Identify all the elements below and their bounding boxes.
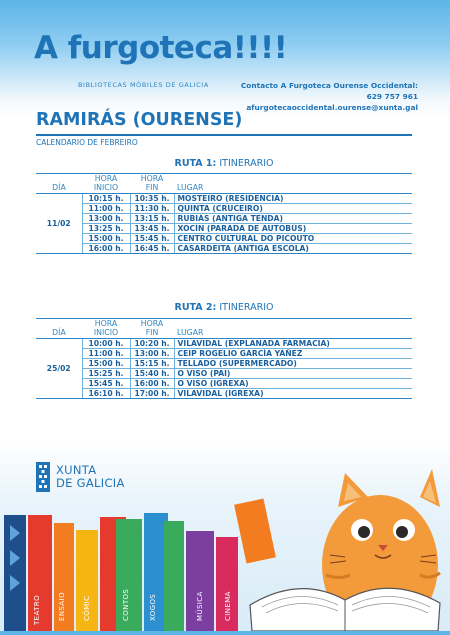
table-row: 13:25 h. 13:45 h. XOCÍN (PARADA DE AUTOBÚS… [36,223,412,234]
table-row: 25/02 10:00 h. 10:20 h. VILAVIDAL (EXPLANAD… [36,338,412,399]
column-end-line2: FIN [145,327,159,337]
table-row: 16:00 h. 16:45 h. CASARDEITA (ANTIGA ESCOL… [36,243,412,254]
book-label-ensaio: ENSAIO [58,592,66,621]
xunta-line1: XUNTA [56,463,97,477]
place-cell: MOSTEIRO (RESIDENCIA) [173,193,412,204]
column-start-line2: INICIO [93,327,119,337]
end-time: 10:35 h. [129,193,174,204]
book-label-xogos: XOGOS [149,593,157,621]
start-time: 15:25 h. [81,368,130,379]
place-cell: CASARDEITA (ANTIGA ESCOLA) [173,243,412,254]
start-time: 16:10 h. [81,388,130,399]
contact-email[interactable]: afurgotecaoccidental.ourense@xunta.gal [246,103,418,112]
column-end: HORA FIN [130,318,174,339]
route-2-title-rest: ITINERARIO [216,302,274,313]
place-cell: CENTRO CULTURAL DO PICOUTO [173,233,412,244]
route-2-title: RUTA 2: ITINERARIO [36,302,412,313]
day-cell: 11/02 [36,193,82,254]
place-cell: O VISO (PAI) [173,368,412,379]
table-row: 11/02 10:15 h. 10:35 h. MOSTEIRO (RESIDENCI… [36,193,412,254]
end-time: 13:00 h. [129,348,174,359]
start-time: 15:00 h. [81,233,130,244]
start-time: 10:00 h. [81,338,130,349]
table-row: 11:00 h. 11:30 h. QUINTA (CRUCEIRO) [36,203,412,214]
start-time: 10:15 h. [81,193,130,204]
xunta-logo: XUNTA DE GALICIA [36,462,125,492]
end-time: 15:15 h. [129,358,174,369]
column-day: DÍA [36,173,82,194]
column-day: DÍA [36,318,82,339]
end-time: 15:40 h. [129,368,174,379]
book-label-comic: CÓMIC [83,595,91,621]
book-label-teatro: TEATRO [33,595,41,625]
route-1-title-bold: RUTA 1: [174,158,217,169]
route-2-table: DÍA HORA INICIO HORA FIN LUGAR 25/02 10:00 … [36,318,412,399]
place-cell: VILAVIDAL (IGREXA) [173,388,412,399]
end-time: 10:20 h. [129,338,174,349]
contact-block: Contacto A Furgoteca Ourense Occidental:… [241,80,418,113]
start-time: 16:00 h. [81,243,130,254]
book-label-cinema: CINEMA [224,591,232,621]
route-2-title-bold: RUTA 2: [174,302,217,313]
xunta-crest-icon [36,462,50,492]
column-end: HORA FIN [130,173,174,194]
end-time: 16:45 h. [129,243,174,254]
start-time: 15:00 h. [81,358,130,369]
xunta-line2: DE GALICIA [56,476,125,490]
end-time: 17:00 h. [129,388,174,399]
place-cell: O VISO (IGREXA) [173,378,412,389]
place-cell: XOCÍN (PARADA DE AUTOBÚS) [173,223,412,234]
title-divider [36,134,412,136]
contact-phone[interactable]: 629 757 961 [366,92,418,101]
route-1-title-rest: ITINERARIO [216,158,274,169]
column-start-line1: HORA [94,319,118,328]
table-header-row: DÍA HORA INICIO HORA FIN LUGAR [36,318,412,339]
start-time: 13:25 h. [81,223,130,234]
brand-title: A furgoteca!!!! [34,30,288,66]
calendar-label: CALENDARIO DE FEBREIRO [36,138,138,147]
table-row: 11:00 h. 13:00 h. CEIP ROGELIO GARCÍA YÁÑE… [36,348,412,359]
end-time: 11:30 h. [129,203,174,214]
start-time: 11:00 h. [81,348,130,359]
table-header-row: DÍA HORA INICIO HORA FIN LUGAR [36,173,412,194]
start-time: 13:00 h. [81,213,130,224]
column-end-line1: HORA [140,319,164,328]
cat-and-books-icon [4,469,441,635]
table-row: 15:00 h. 15:45 h. CENTRO CULTURAL DO PICOU… [36,233,412,244]
brand-subtitle: BIBLIOTECAS MÓBILES DE GALICIA [78,81,209,89]
end-time: 13:15 h. [129,213,174,224]
place-cell: TELLADO (SUPERMERCADO) [173,358,412,369]
end-time: 15:45 h. [129,233,174,244]
table-row: 16:10 h. 17:00 h. VILAVIDAL (IGREXA) [36,388,412,399]
column-place: LUGAR [174,318,412,339]
table-row: 15:25 h. 15:40 h. O VISO (PAI) [36,368,412,379]
table-row: 13:00 h. 13:15 h. RUBIÁS (ANTIGA TENDA) [36,213,412,224]
book-label-contos: CONTOS [122,588,130,621]
place-title: RAMIRÁS (OURENSE) [36,110,243,130]
books-illustration: TEATRO ENSAIO CÓMIC CONTOS XOGOS MÚSICA … [0,455,450,635]
day-cell: 25/02 [36,338,82,399]
column-end-line1: HORA [140,174,164,183]
route-1-title: RUTA 1: ITINERARIO [36,158,412,169]
table-row: 15:00 h. 15:15 h. TELLADO (SUPERMERCADO) [36,358,412,369]
column-start: HORA INICIO [82,173,130,194]
contact-title: Contacto A Furgoteca Ourense Occidental: [240,81,418,90]
start-time: 15:45 h. [81,378,130,389]
table-row: 15:45 h. 16:00 h. O VISO (IGREXA) [36,378,412,389]
place-cell: QUINTA (CRUCEIRO) [173,203,412,214]
column-start-line1: HORA [94,174,118,183]
column-start: HORA INICIO [82,318,130,339]
column-place: LUGAR [174,173,412,194]
column-start-line2: INICIO [93,182,119,192]
start-time: 11:00 h. [81,203,130,214]
place-cell: VILAVIDAL (EXPLANADA FARMACIA) [173,338,412,349]
place-cell: RUBIÁS (ANTIGA TENDA) [173,213,412,224]
end-time: 16:00 h. [129,378,174,389]
place-cell: CEIP ROGELIO GARCÍA YÁÑEZ [173,348,412,359]
column-end-line2: FIN [145,182,159,192]
route-1-table: DÍA HORA INICIO HORA FIN LUGAR 11/02 10:15 … [36,173,412,254]
book-label-musica: MÚSICA [196,591,204,621]
end-time: 13:45 h. [129,223,174,234]
